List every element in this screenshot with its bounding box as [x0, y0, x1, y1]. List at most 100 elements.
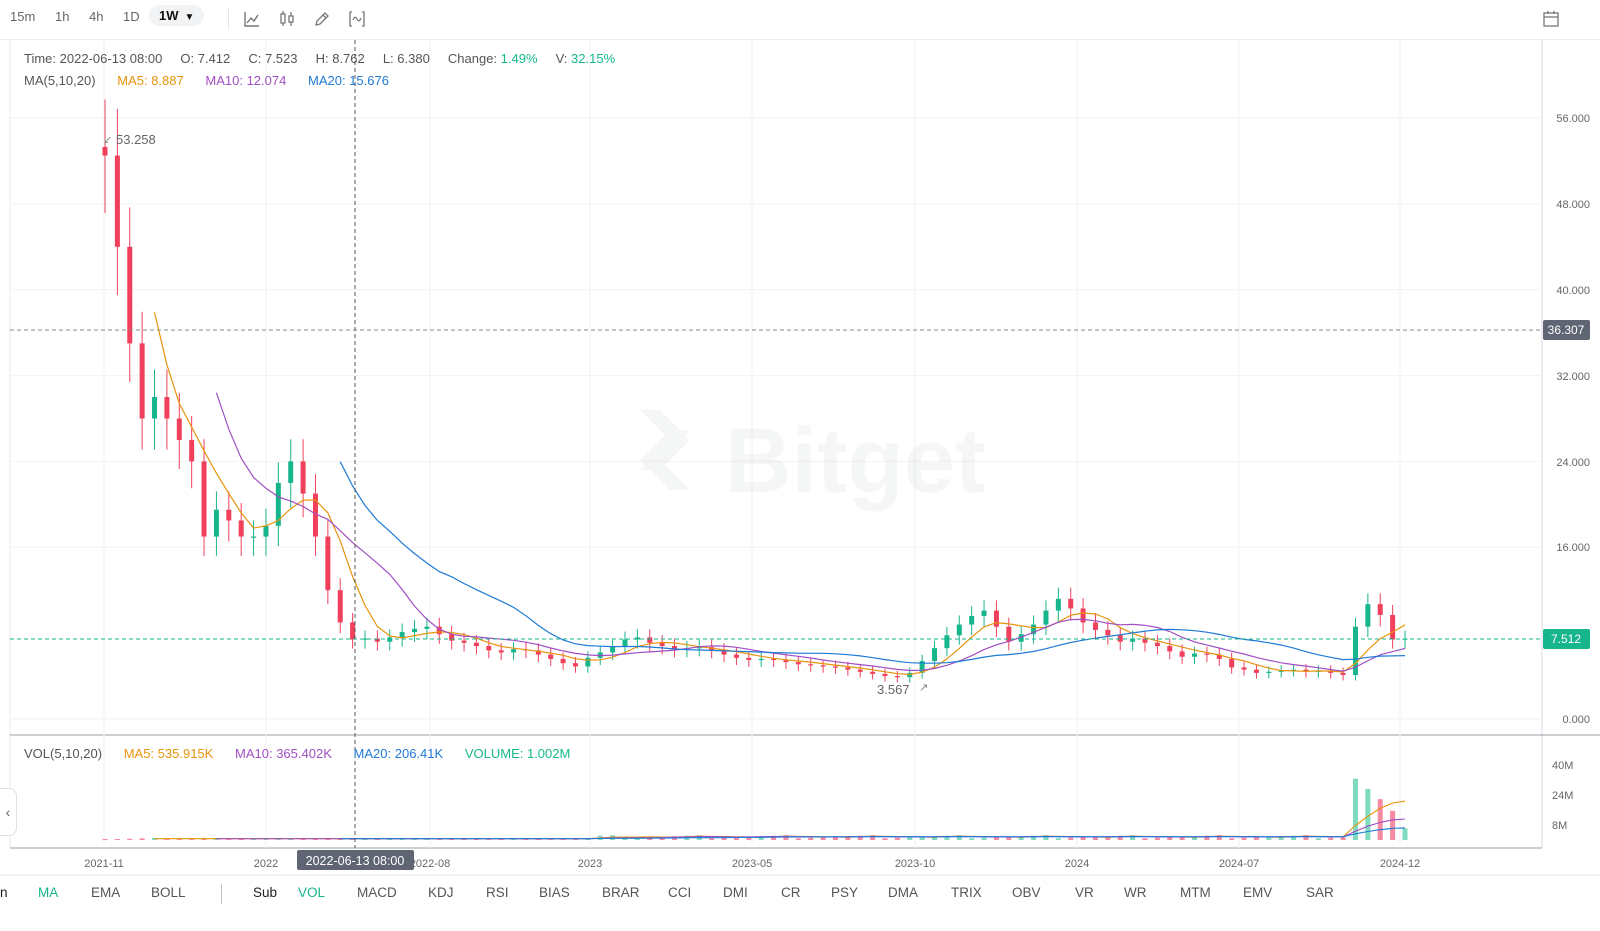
volume-bar: [944, 835, 950, 840]
candle-body: [486, 646, 492, 651]
candle-body: [399, 632, 405, 638]
candle-body: [102, 146, 108, 156]
volume-bar: [733, 837, 739, 840]
change-value: 1.49%: [500, 51, 538, 66]
volume-bar: [1241, 837, 1247, 840]
candle-body: [1291, 669, 1297, 671]
candle-body: [944, 635, 950, 649]
time-tick: 2022: [254, 858, 278, 870]
timeframe-4h[interactable]: 4h: [89, 9, 104, 24]
indicator-partial[interactable]: n: [0, 885, 8, 900]
volume-bar: [1266, 836, 1272, 840]
candle-body: [733, 654, 739, 658]
candle-body: [1278, 670, 1284, 672]
timeframe-15m[interactable]: 15m: [10, 9, 36, 24]
volume-bar: [1130, 835, 1136, 840]
sub-indicator-emv[interactable]: EMV: [1243, 885, 1273, 900]
sub-indicator-mtm[interactable]: MTM: [1180, 885, 1211, 900]
collapse-panel-button[interactable]: ‹: [0, 788, 17, 836]
ma5-value: MA5: 8.887: [117, 73, 184, 88]
timeframe-1d[interactable]: 1D: [123, 9, 140, 24]
volume-bar: [795, 838, 801, 840]
sub-indicator-trix[interactable]: TRIX: [951, 885, 982, 900]
candle-body: [238, 520, 244, 537]
sub-indicator-sar[interactable]: SAR: [1306, 885, 1334, 900]
vol-ma20-value: MA20: 206.41K: [353, 746, 444, 761]
candle-body: [832, 666, 838, 668]
calendar-icon[interactable]: [1541, 9, 1561, 29]
volume-bar: [870, 835, 876, 840]
indicator-ma[interactable]: MA: [38, 885, 59, 900]
sub-indicator-rsi[interactable]: RSI: [486, 885, 509, 900]
candle-body: [511, 649, 517, 653]
volume-value: VOLUME: 1.002M: [464, 746, 571, 761]
candle-body: [1068, 598, 1074, 609]
candle-body: [981, 610, 987, 616]
volume-bar: [820, 837, 826, 840]
candle-body: [932, 648, 938, 662]
timeframe-1h[interactable]: 1h: [55, 9, 70, 24]
timeframe-1w-label: 1W: [159, 8, 179, 23]
sub-indicator-kdj[interactable]: KDJ: [428, 885, 454, 900]
candle-body: [362, 638, 368, 640]
volume-bar: [251, 838, 257, 840]
timeframe-1w-dropdown[interactable]: 1W ▼: [149, 5, 205, 26]
candle-body: [585, 657, 591, 667]
indicator-ema[interactable]: EMA: [91, 885, 121, 900]
volume-bar: [1055, 838, 1061, 840]
price-tick: 40.000: [1556, 285, 1590, 297]
time-tick: 2024-07: [1219, 858, 1259, 870]
sub-indicator-obv[interactable]: OBV: [1012, 885, 1041, 900]
sub-indicator-wr[interactable]: WR: [1124, 885, 1147, 900]
volume-bar: [436, 838, 442, 840]
price-tick: 48.000: [1556, 199, 1590, 211]
candle-body: [424, 626, 430, 629]
sub-indicator-cci[interactable]: CCI: [668, 885, 692, 900]
sub-indicator-brar[interactable]: BRAR: [602, 885, 640, 900]
candle-body: [696, 647, 702, 649]
volume-bar: [473, 839, 479, 840]
volume-bar: [1291, 835, 1297, 840]
time-tick: 2023-05: [732, 858, 772, 870]
sub-indicator-dma[interactable]: DMA: [888, 885, 918, 900]
candle-body: [622, 639, 628, 647]
volume-bar: [1192, 836, 1198, 840]
sub-indicator-bias[interactable]: BIAS: [539, 885, 570, 900]
candle-body: [275, 482, 281, 526]
sub-indicator-macd[interactable]: MACD: [357, 885, 397, 900]
volume-bar: [1216, 835, 1222, 840]
candle-body: [672, 646, 678, 650]
chevron-left-icon: ‹: [5, 804, 11, 820]
pencil-icon[interactable]: [312, 9, 332, 29]
indicator-bar: n MA EMA BOLL Sub VOL MACD KDJ RSI BIAS …: [0, 878, 1600, 910]
indicator-boll[interactable]: BOLL: [151, 885, 186, 900]
candle-body: [436, 626, 442, 635]
candle-body: [1266, 671, 1272, 673]
candle-body: [1154, 642, 1160, 647]
indicator-icon[interactable]: [347, 9, 367, 29]
volume-bar: [894, 837, 900, 840]
candle-body: [213, 509, 219, 537]
sub-indicator-psy[interactable]: PSY: [831, 885, 859, 900]
line-chart-icon[interactable]: [242, 9, 262, 29]
sub-indicator-vol[interactable]: VOL: [298, 885, 326, 900]
sub-indicator-cr[interactable]: CR: [781, 885, 801, 900]
sub-indicator-vr[interactable]: VR: [1075, 885, 1094, 900]
ma-lines: [153, 312, 1406, 676]
candle-body: [634, 637, 640, 640]
volume-bar: [300, 839, 306, 840]
volume-bar: [758, 836, 764, 840]
volume-bar: [845, 836, 851, 840]
candle-body: [783, 659, 789, 663]
candle-type-icon[interactable]: [277, 9, 297, 29]
volume-bar: [981, 837, 987, 840]
sub-indicator-dmi[interactable]: DMI: [723, 885, 748, 900]
chart-toolbar: 15m 1h 4h 1D 1W ▼: [0, 0, 1600, 40]
bitget-logo-icon-lower: [640, 430, 690, 490]
caret-down-icon: ▼: [184, 12, 195, 23]
volume-bar: [634, 837, 640, 840]
ma20-value: MA20: 15.676: [308, 73, 389, 88]
price-chart[interactable]: Bitget 56.000 48.000 40.000 32.000 24.00…: [0, 40, 1600, 880]
candle-body: [560, 658, 566, 664]
candle-body: [201, 461, 207, 537]
